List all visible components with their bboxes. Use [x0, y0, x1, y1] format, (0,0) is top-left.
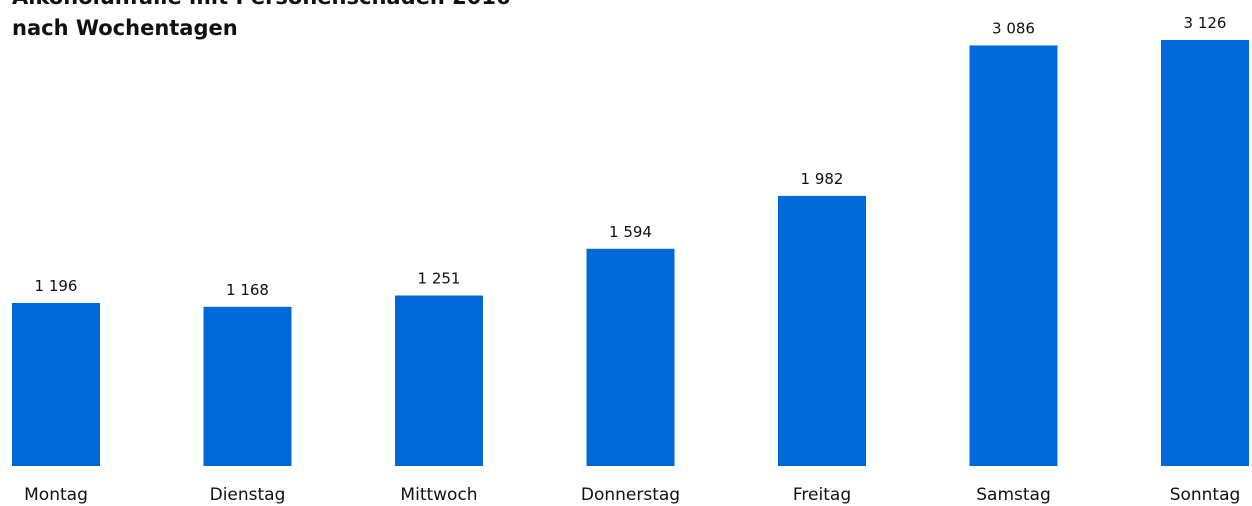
chart-title: nach Wochentagen — [12, 16, 238, 40]
x-tick-label: Montag — [24, 485, 88, 505]
bar — [586, 248, 675, 466]
bar — [12, 303, 100, 466]
value-label: 1 168 — [226, 281, 269, 299]
bar — [203, 306, 292, 466]
value-label: 1 251 — [418, 270, 461, 288]
value-label: 1 982 — [801, 170, 844, 188]
x-tick-label: Samstag — [976, 485, 1051, 505]
chart-title: Alkoholunfälle mit Personenschaden 2016 — [12, 0, 511, 9]
x-tick-label: Donnerstag — [581, 485, 680, 505]
bar — [778, 195, 866, 466]
x-tick-label: Sonntag — [1170, 485, 1241, 505]
value-label: 3 086 — [992, 19, 1035, 37]
x-tick-label: Freitag — [793, 485, 851, 505]
bar — [1161, 40, 1249, 466]
x-tick-label: Dienstag — [210, 485, 286, 505]
value-label: 3 126 — [1184, 14, 1227, 32]
value-label: 1 594 — [609, 223, 652, 241]
bar — [395, 295, 483, 466]
x-tick-label: Mittwoch — [400, 485, 477, 505]
bar — [969, 45, 1058, 467]
value-label: 1 196 — [35, 277, 78, 295]
